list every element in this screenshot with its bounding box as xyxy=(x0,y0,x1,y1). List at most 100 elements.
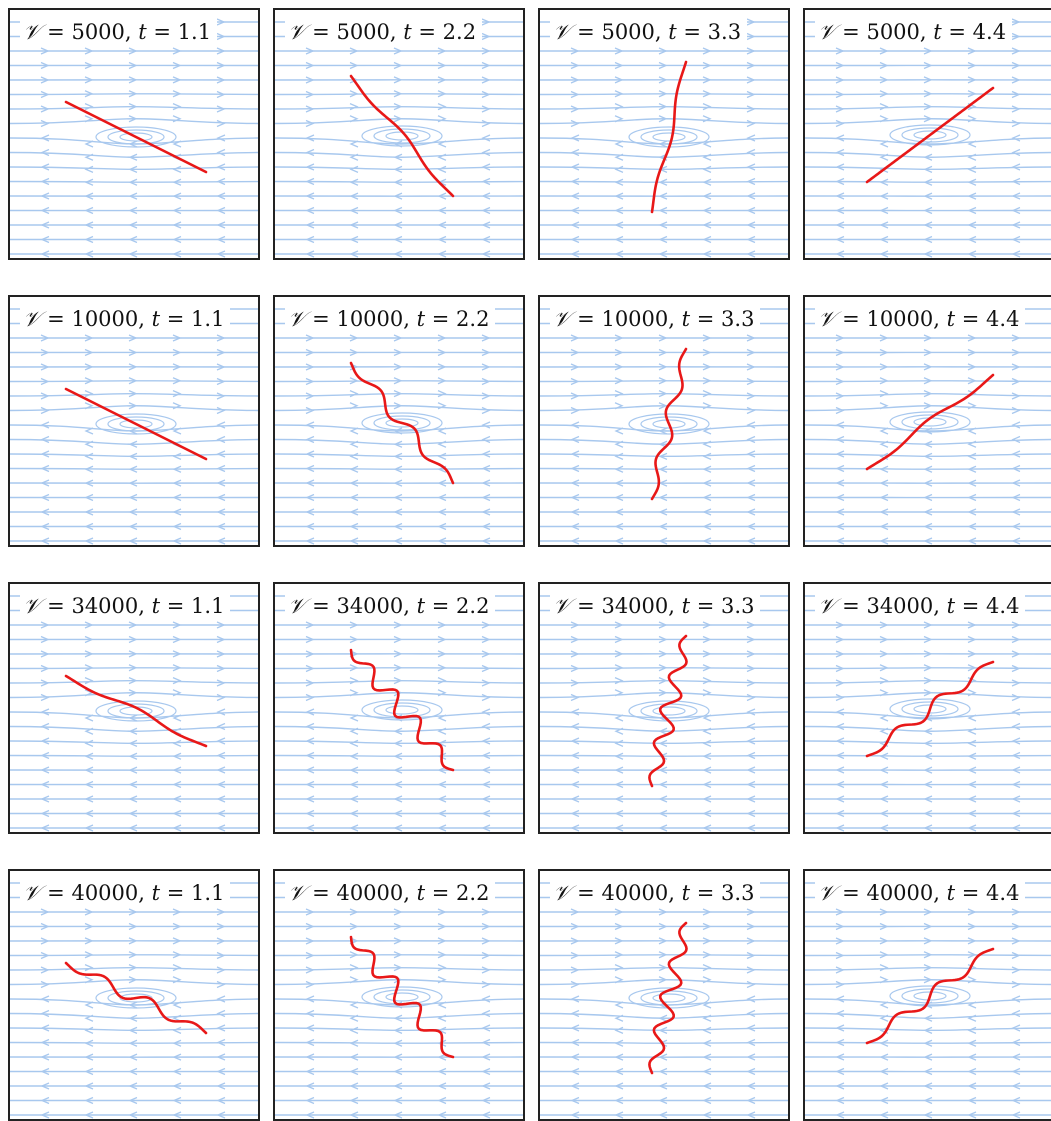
flow-arrow-icon xyxy=(86,1002,93,1008)
t-value: 1.1 xyxy=(191,881,224,905)
streamline xyxy=(10,1043,260,1044)
v-value: 5000 xyxy=(866,20,919,44)
time-symbol: t xyxy=(417,881,425,905)
flow-arrow-icon xyxy=(482,695,489,701)
flow-arrow-icon xyxy=(1013,135,1020,141)
flow-arrow-icon xyxy=(1013,437,1020,443)
flow-arrow-icon xyxy=(616,141,623,147)
streamline-plot xyxy=(805,10,1051,260)
flow-arrow-icon xyxy=(483,437,490,443)
flow-arrow-icon xyxy=(969,453,976,459)
time-symbol: t xyxy=(152,881,160,905)
panel-label: 𝒱 = 10000, t = 2.2 xyxy=(285,305,495,334)
t-value: 3.3 xyxy=(721,307,754,331)
flow-arrow-icon xyxy=(218,1011,225,1017)
flow-arrow-icon xyxy=(616,453,623,459)
filament xyxy=(66,676,206,746)
flow-arrow-icon xyxy=(351,740,358,746)
streamline xyxy=(275,469,525,470)
eddy-streamline xyxy=(653,133,685,141)
eddy-streamline xyxy=(641,991,697,1005)
flow-panel: 𝒱 = 5000, t = 2.2 xyxy=(273,8,525,260)
flow-arrow-icon xyxy=(218,709,225,715)
streamline xyxy=(275,1043,525,1044)
t-value: 2.2 xyxy=(456,307,489,331)
t-value: 2.2 xyxy=(456,881,489,905)
v-value: 10000 xyxy=(601,307,668,331)
flow-arrow-icon xyxy=(616,166,623,172)
flow-arrow-icon xyxy=(747,121,754,127)
panel-label: 𝒱 = 34000, t = 4.4 xyxy=(815,592,1025,621)
v-value: 10000 xyxy=(71,307,138,331)
flow-arrow-icon xyxy=(217,982,224,988)
flow-arrow-icon xyxy=(748,996,755,1002)
flow-arrow-icon xyxy=(704,1027,711,1033)
flow-arrow-icon xyxy=(218,422,225,428)
flow-arrow-icon xyxy=(881,715,888,721)
flow-arrow-icon xyxy=(86,141,93,147)
t-value: 3.3 xyxy=(708,20,741,44)
time-symbol: t xyxy=(682,594,690,618)
v-value: 34000 xyxy=(71,594,138,618)
flow-arrow-icon xyxy=(483,422,490,428)
streamline-plot xyxy=(805,584,1051,834)
streamline-plot xyxy=(275,871,525,1121)
flow-arrow-icon xyxy=(482,408,489,414)
v-value: 34000 xyxy=(601,594,668,618)
flow-arrow-icon xyxy=(616,1027,623,1033)
t-value: 4.4 xyxy=(973,20,1006,44)
flow-arrow-icon xyxy=(880,104,887,110)
flow-arrow-icon xyxy=(615,104,622,110)
v-value: 5000 xyxy=(601,20,654,44)
flow-panel: 𝒱 = 40000, t = 4.4 xyxy=(803,869,1051,1121)
streamline-plot xyxy=(10,871,260,1121)
flow-arrow-icon xyxy=(616,740,623,746)
streamline xyxy=(275,182,525,183)
flow-arrow-icon xyxy=(615,965,622,971)
flow-arrow-icon xyxy=(704,453,711,459)
flow-arrow-icon xyxy=(1012,408,1019,414)
volume-symbol: 𝒱 xyxy=(553,594,571,618)
time-symbol: t xyxy=(682,307,690,331)
time-symbol: t xyxy=(947,594,955,618)
flow-arrow-icon xyxy=(483,709,490,715)
v-value: 10000 xyxy=(866,307,933,331)
flow-arrow-icon xyxy=(615,391,622,397)
t-value: 4.4 xyxy=(986,594,1019,618)
flow-arrow-icon xyxy=(748,150,755,156)
volume-symbol: 𝒱 xyxy=(288,307,306,331)
filament xyxy=(66,963,206,1033)
flow-arrow-icon xyxy=(969,1027,976,1033)
v-value: 5000 xyxy=(71,20,124,44)
volume-symbol: 𝒱 xyxy=(288,594,306,618)
time-symbol: t xyxy=(152,307,160,331)
flow-arrow-icon xyxy=(880,391,887,397)
flow-arrow-icon xyxy=(748,724,755,730)
panel-label: 𝒱 = 5000, t = 1.1 xyxy=(20,18,217,47)
flow-arrow-icon xyxy=(616,715,623,721)
volume-symbol: 𝒱 xyxy=(23,20,41,44)
eddy-streamline xyxy=(653,707,685,715)
streamline-plot xyxy=(10,297,260,547)
streamline-plot xyxy=(540,297,790,547)
panel-label: 𝒱 = 40000, t = 2.2 xyxy=(285,879,495,908)
eddy-streamline xyxy=(641,130,697,144)
flow-arrow-icon xyxy=(748,135,755,141)
panel-label: 𝒱 = 34000, t = 1.1 xyxy=(20,592,230,621)
flow-arrow-icon xyxy=(483,1011,490,1017)
flow-arrow-icon xyxy=(438,391,445,397)
flow-arrow-icon xyxy=(1012,982,1019,988)
streamline-plot xyxy=(10,584,260,834)
streamline xyxy=(10,182,260,183)
flow-arrow-icon xyxy=(85,104,92,110)
flow-arrow-icon xyxy=(350,965,357,971)
t-value: 2.2 xyxy=(443,20,476,44)
flow-arrow-icon xyxy=(350,678,357,684)
streamline xyxy=(540,756,790,757)
flow-arrow-icon xyxy=(483,135,490,141)
volume-symbol: 𝒱 xyxy=(23,881,41,905)
flow-arrow-icon xyxy=(483,724,490,730)
flow-arrow-icon xyxy=(173,965,180,971)
v-value: 40000 xyxy=(866,881,933,905)
